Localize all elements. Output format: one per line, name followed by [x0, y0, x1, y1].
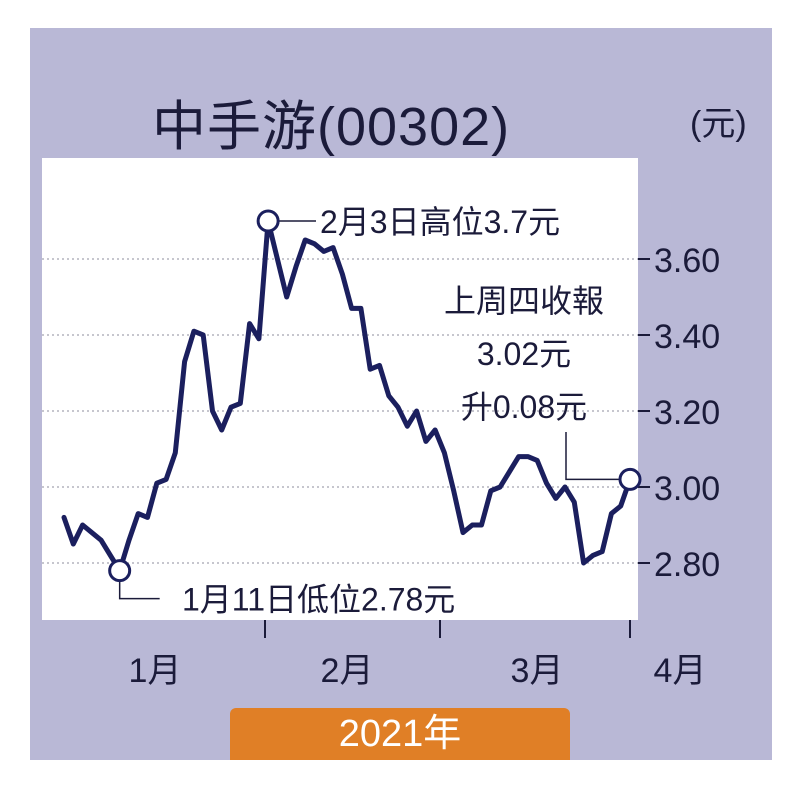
y-tick-label: 3.40 [654, 318, 720, 356]
y-tick-label: 3.60 [654, 242, 720, 280]
close-annotation-line: 升0.08元 [461, 389, 587, 425]
x-month-label: 3月 [511, 652, 564, 690]
unit-label: (元) [690, 105, 747, 143]
y-tick-label: 3.00 [654, 470, 720, 508]
year-bar [230, 708, 570, 760]
close-annotation-line: 上周四收報 [444, 283, 604, 319]
chart-title: 中手游(00302) [152, 97, 511, 157]
year-label: 2021年 [338, 713, 462, 755]
x-month-label: 2月 [321, 652, 374, 690]
y-tick-label: 3.20 [654, 394, 720, 432]
y-tick-label: 2.80 [654, 546, 720, 584]
x-month-label: 1月 [129, 652, 182, 690]
close-leader [565, 432, 619, 481]
price-line [61, 218, 633, 574]
high-marker [256, 209, 280, 233]
close-annotation-line: 3.02元 [477, 336, 571, 372]
x-month-label: 4月 [654, 652, 707, 690]
close-marker [618, 467, 642, 491]
plot-area [42, 158, 638, 620]
low-annotation: 1月11日低位2.78元 [182, 582, 455, 618]
low-leader [118, 580, 160, 600]
low-marker [108, 559, 132, 583]
high-annotation: 2月3日高位3.7元 [320, 204, 560, 240]
